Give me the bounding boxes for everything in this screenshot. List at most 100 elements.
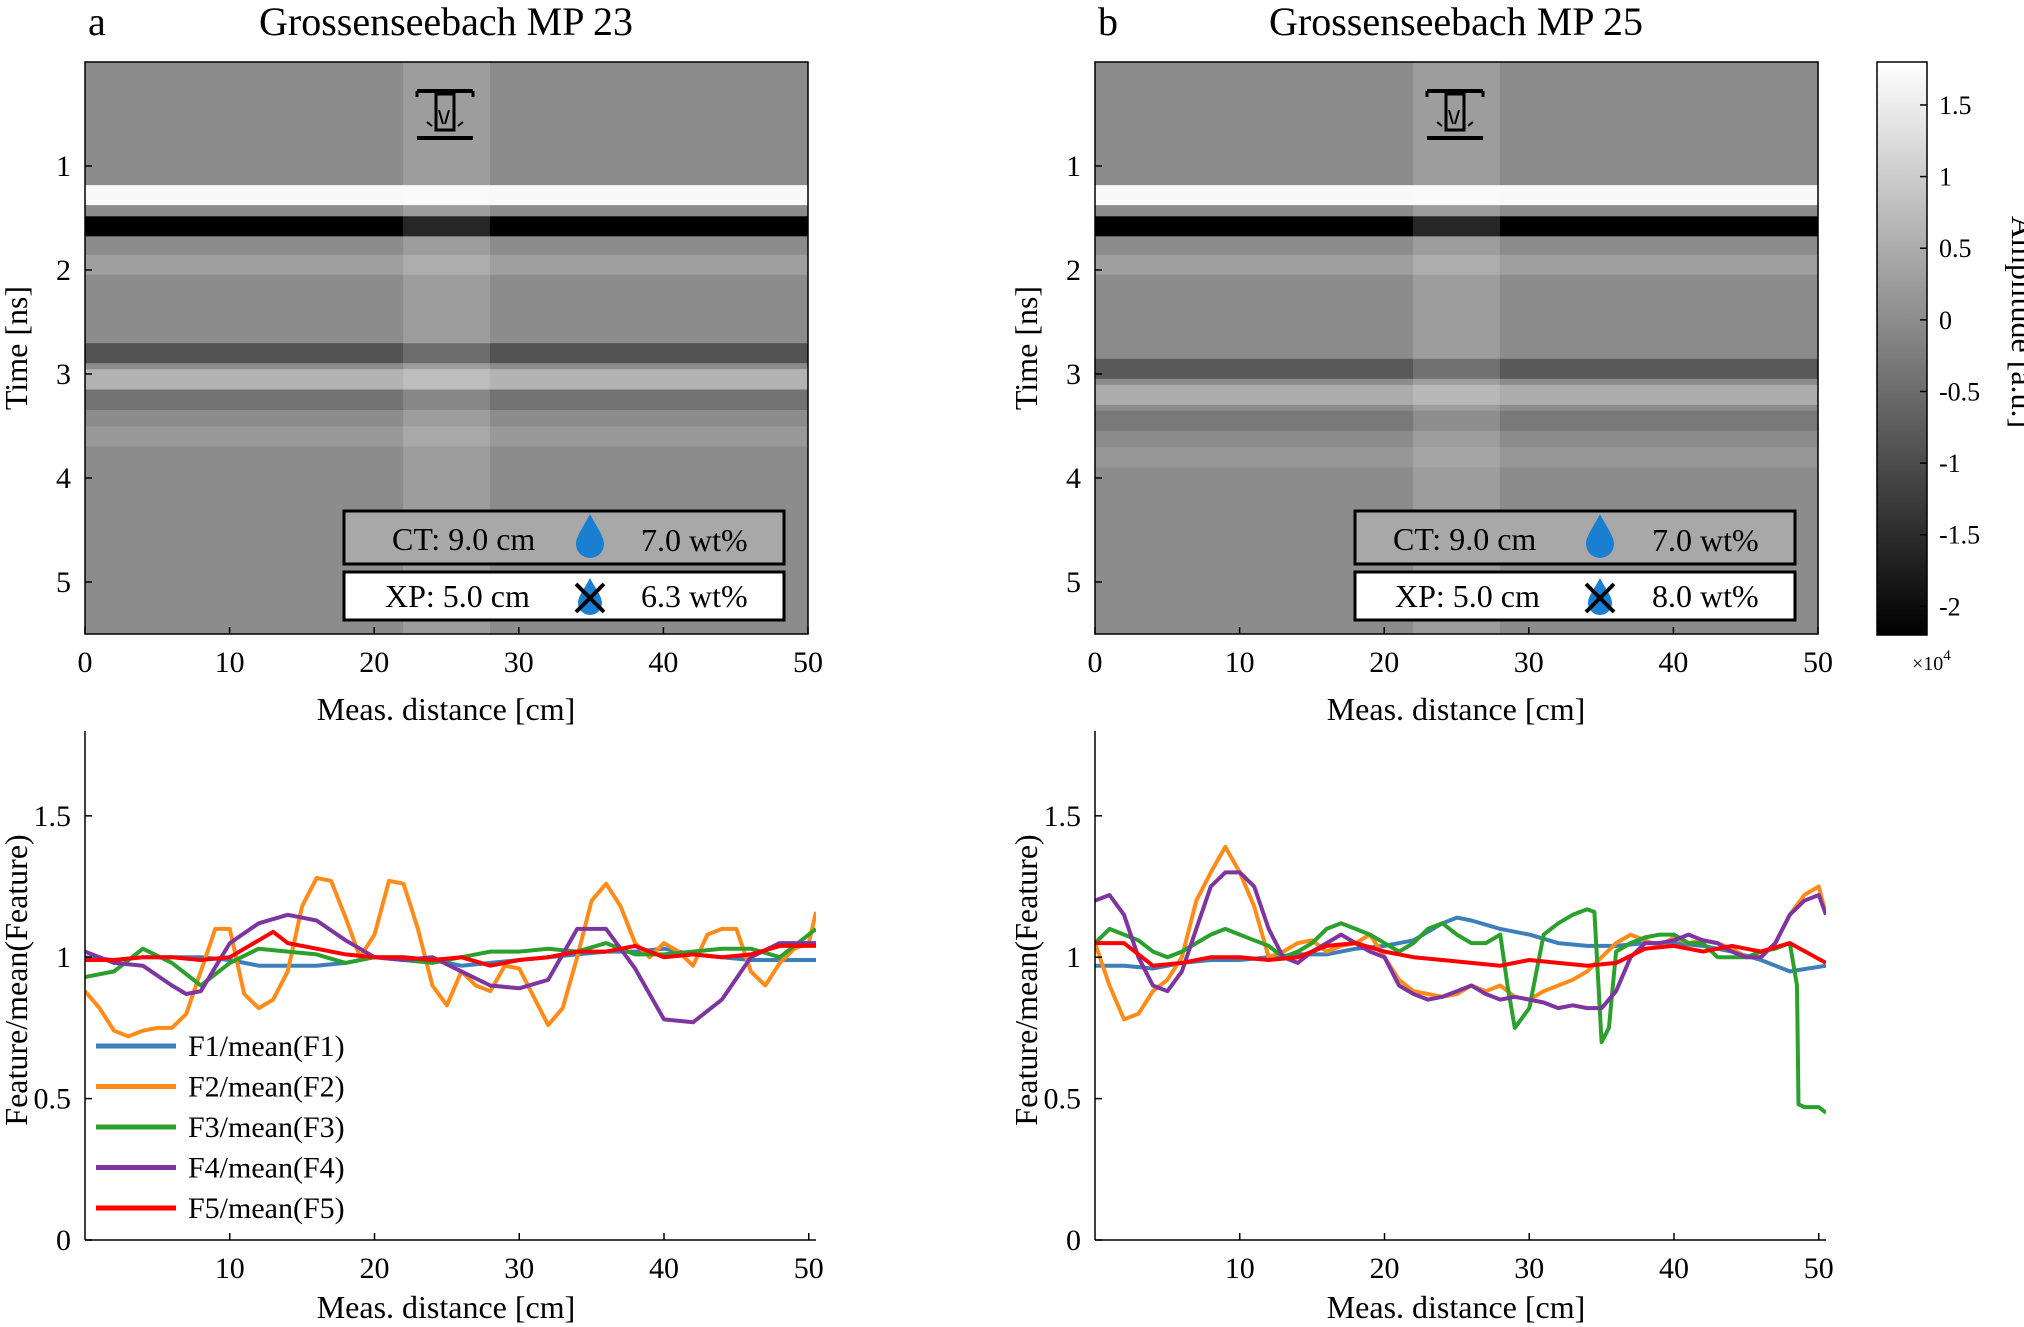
colorbar-ticks: 1.5 1 0.5 0 -0.5 -1 -1.5 -2 [1920, 91, 1980, 621]
xp-box: XP: 5.0 cm 6.3 wt% [342, 570, 786, 622]
x-tick-label: 20 [1369, 646, 1399, 679]
y-tick-label: 1 [56, 150, 71, 183]
colorbar: 1.5 1 0.5 0 -0.5 -1 -1.5 -2 Amplitude [a.u.] ×1… [1876, 61, 2024, 675]
gpr-reflection-band [85, 343, 808, 364]
x-tick-label: 40 [649, 1252, 679, 1285]
y-axis-label: Time [ns] [0, 286, 34, 410]
x-tick-label: 0 [1088, 646, 1103, 679]
legend-label: F1/mean(F1) [188, 1030, 345, 1063]
y-tick-label: 5 [1066, 566, 1081, 599]
y-axis-label: Time [ns] [1008, 286, 1044, 410]
x-tick-label: 30 [1514, 646, 1544, 679]
x-tick-label: 50 [1803, 646, 1833, 679]
y-tick-label: 1 [1066, 941, 1081, 974]
colorbar-tick-label: -1 [1939, 449, 1961, 478]
colorbar-tick-label: 1.5 [1939, 91, 1972, 120]
y-tick-label: 3 [56, 358, 71, 391]
colorbar-gradient [1876, 61, 1928, 636]
colorbar-exponent: ×104 [1912, 648, 1951, 675]
x-tick-label: 50 [793, 646, 823, 679]
x-tick-label: 30 [504, 1252, 534, 1285]
y-tick-label: 1.5 [34, 800, 72, 833]
plot-area [1095, 731, 1826, 1240]
y-axis-label: Feature/mean(Feature) [1008, 834, 1044, 1125]
series-line-F4 [1095, 870, 1826, 1011]
axes: 0 10 20 30 40 50 1 2 3 4 5 [1066, 150, 1833, 679]
x-axis-label: Meas. distance [cm] [1327, 691, 1586, 727]
x-tick-label: 40 [1659, 1252, 1689, 1285]
x-tick-label: 0 [78, 646, 93, 679]
legend-label: F2/mean(F2) [188, 1071, 345, 1104]
y-tick-label: 5 [56, 566, 71, 599]
legend-label: F3/mean(F3) [188, 1111, 345, 1144]
colorbar-tick-label: -1.5 [1939, 521, 1980, 550]
x-tick-label: 10 [215, 1252, 245, 1285]
gpr-reflection-band [1095, 447, 1818, 468]
y-tick-label: 0.5 [34, 1083, 72, 1116]
y-tick-label: 2 [56, 254, 71, 287]
core-drill-icon [415, 89, 475, 140]
x-tick-label: 20 [1370, 1252, 1400, 1285]
xp-label: XP: 5.0 cm [385, 578, 530, 614]
ct-box: CT: 9.0 cm 7.0 wt% [342, 509, 786, 566]
panel-b-title: Grossenseebach MP 25 [1269, 0, 1643, 44]
ct-moisture: 7.0 wt% [1652, 522, 1759, 558]
panel-a-features: 10 20 30 40 50 0 0.5 1 1.5 F1/mean(F1) F2/mean(F2… [0, 731, 824, 1325]
axes: 10 20 30 40 50 0 0.5 1 1.5 [34, 800, 824, 1285]
gpr-reflection-band [85, 390, 808, 410]
legend-label: F5/mean(F5) [188, 1192, 345, 1225]
gpr-reflection-band [1095, 410, 1818, 431]
gpr-bands [85, 185, 808, 447]
x-tick-label: 40 [1658, 646, 1688, 679]
ct-box: CT: 9.0 cm 7.0 wt% [1353, 509, 1797, 566]
gpr-bands [1095, 185, 1818, 468]
xp-box: XP: 5.0 cm 8.0 wt% [1353, 570, 1797, 622]
gpr-reflection-band [85, 185, 808, 206]
water-drop-crossed-icon [574, 578, 606, 615]
x-axis-label: Meas. distance [cm] [1327, 1289, 1586, 1325]
gpr-reflection-band [1095, 254, 1818, 275]
core-drill-icon [1425, 89, 1485, 140]
y-tick-label: 0 [1066, 1224, 1081, 1257]
ct-label: CT: 9.0 cm [392, 521, 535, 557]
colorbar-tick-label: 1 [1939, 163, 1952, 192]
x-tick-label: 10 [1225, 1252, 1255, 1285]
colorbar-tick-label: -0.5 [1939, 377, 1980, 406]
plot-frame [84, 61, 809, 635]
x-tick-label: 20 [360, 1252, 390, 1285]
x-tick-label: 10 [215, 646, 245, 679]
panel-a-title: Grossenseebach MP 23 [259, 0, 633, 44]
x-tick-label: 50 [794, 1252, 824, 1285]
xp-label: XP: 5.0 cm [1395, 578, 1540, 614]
colorbar-tick-label: -2 [1939, 592, 1961, 621]
y-tick-label: 0 [56, 1224, 71, 1257]
axes: 10 20 30 40 50 0 0.5 1 1.5 [1044, 800, 1834, 1285]
y-tick-label: 3 [1066, 358, 1081, 391]
panel-b-features: 10 20 30 40 50 0 0.5 1 1.5 Meas. distance [cm] F… [1008, 731, 1834, 1325]
axes: 0 10 20 30 40 50 1 2 3 4 5 [56, 150, 823, 679]
x-tick-label: 10 [1225, 646, 1255, 679]
y-tick-label: 1.5 [1044, 800, 1082, 833]
x-tick-label: 20 [359, 646, 389, 679]
series-line-F4 [85, 912, 816, 1025]
x-axis-label: Meas. distance [cm] [317, 691, 576, 727]
x-tick-label: 30 [504, 646, 534, 679]
series-lines [85, 876, 816, 1039]
legend: F1/mean(F1) F2/mean(F2) F3/mean(F3) F4/mean… [96, 1030, 345, 1225]
gpr-reflection-band [85, 216, 808, 237]
gpr-reflection-band [85, 426, 808, 447]
y-tick-label: 2 [1066, 254, 1081, 287]
ct-label: CT: 9.0 cm [1393, 521, 1536, 557]
y-tick-label: 4 [56, 462, 71, 495]
gpr-reflection-band [1095, 185, 1818, 206]
ct-moisture: 7.0 wt% [641, 522, 748, 558]
water-drop-icon [576, 514, 604, 558]
panel-b-letter: b [1098, 0, 1118, 44]
gpr-reflection-band [85, 254, 808, 275]
series-lines [1095, 844, 1826, 1115]
series-line-F5 [1095, 941, 1826, 968]
colorbar-label: Amplitude [a.u.] [2005, 216, 2024, 428]
y-tick-label: 4 [1066, 462, 1081, 495]
xp-moisture: 6.3 wt% [641, 578, 748, 614]
